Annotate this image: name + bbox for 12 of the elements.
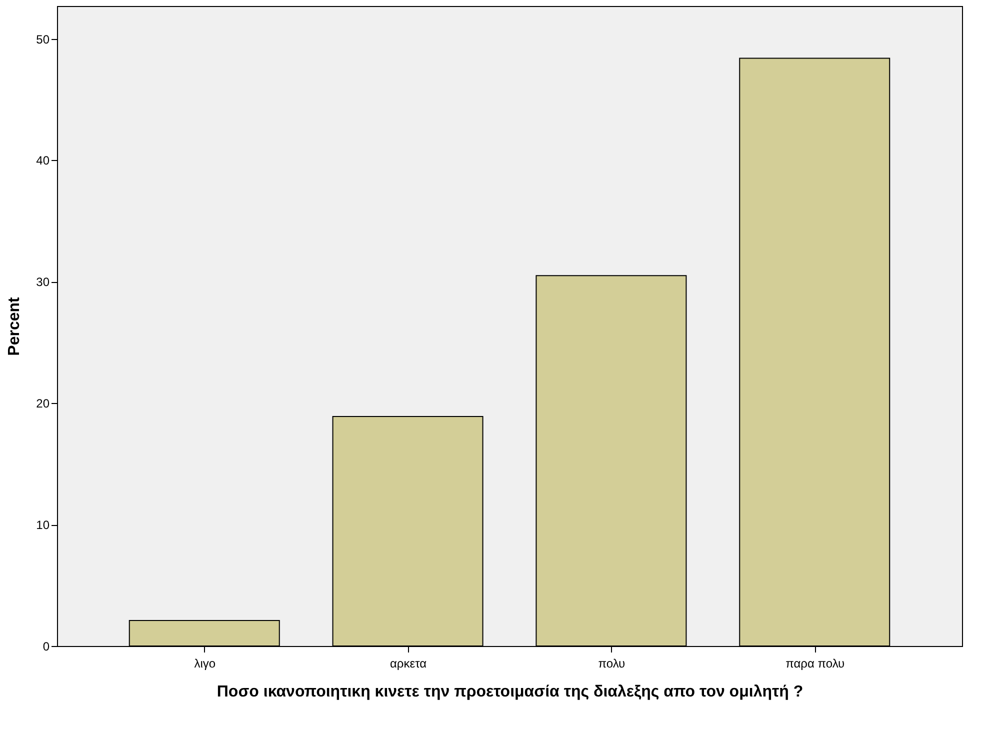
x-tick-label: πολυ [598,656,626,670]
y-tick-label: 50 [36,32,50,46]
y-axis-title: Percent [6,296,24,356]
x-tick-label: λιγο [194,656,216,670]
y-tick-label: 10 [36,518,50,532]
x-axis-title: Ποσο ικανοποιητικη κινετε την προετοιμασία της διαλεξης απο τον ομιλητή ? [216,684,804,700]
y-tick-label: 30 [36,275,50,290]
x-tick-label: αρκετα [390,656,427,670]
y-tick-label: 20 [36,396,50,411]
y-tick-label: 40 [36,154,50,168]
x-tick-label: παρα πολυ [786,656,845,670]
y-tick-label: 0 [42,640,50,654]
